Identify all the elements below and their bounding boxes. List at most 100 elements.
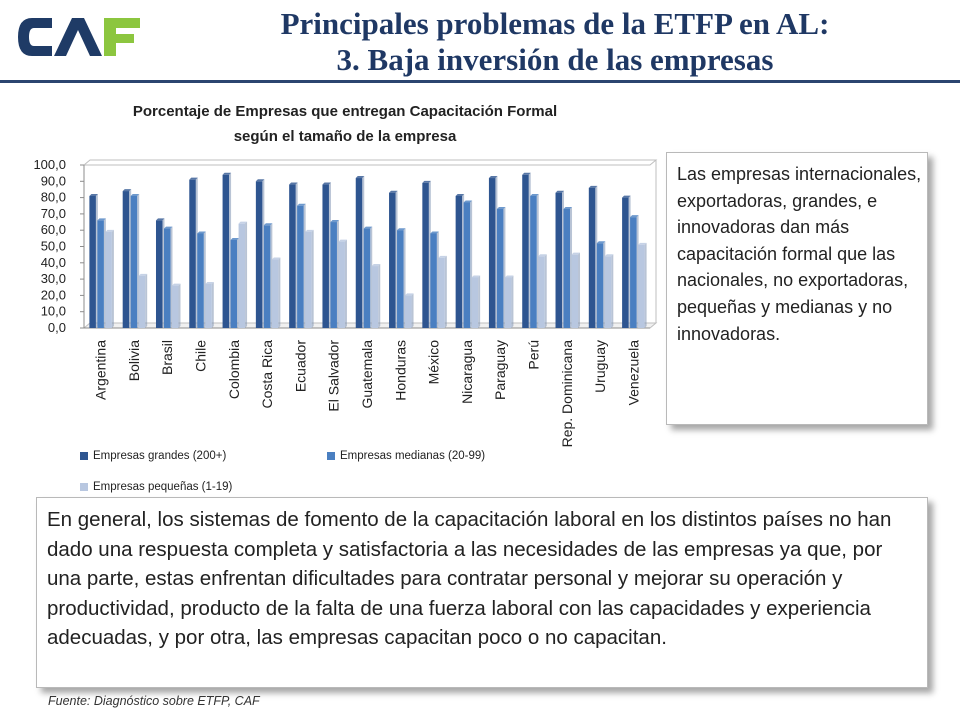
summary-text: En general, los sistemas de fomento de l… — [47, 508, 892, 649]
bar-top-face — [338, 239, 347, 242]
bar-top-face — [538, 254, 547, 257]
bar-top-face — [596, 241, 606, 244]
bar-top-face — [130, 193, 140, 196]
bar-chart: 100,090,0 80,070,060,0 50,040,030,020,0 10,… — [33, 157, 658, 448]
bar — [522, 174, 529, 328]
x-tick-label: Paraguay — [492, 340, 508, 400]
y-tick-label: 70,0 — [41, 206, 66, 221]
bar-top-face — [638, 242, 647, 245]
bar — [588, 187, 596, 328]
bar-top-face — [255, 179, 265, 182]
bar-depth-face — [611, 254, 614, 328]
chart-title-line-1: Porcentaje de Empresas que entregan Capa… — [132, 103, 558, 120]
bar — [422, 182, 429, 328]
x-tick-label: Guatemala — [359, 340, 375, 409]
bar-top-face — [463, 200, 473, 203]
legend-swatch-small — [80, 483, 88, 491]
bar — [471, 277, 479, 328]
caf-logo-graphic — [18, 18, 140, 56]
y-tick-label: 20,0 — [41, 287, 66, 302]
bar — [322, 184, 329, 328]
title-line-2: 3. Baja inversión de las empresas — [336, 42, 774, 77]
bar — [455, 195, 463, 328]
bar — [189, 179, 196, 328]
bar — [397, 230, 404, 328]
bar-top-face — [555, 190, 565, 193]
y-tick-label: 50,0 — [41, 239, 66, 254]
bar-top-face — [171, 283, 181, 286]
bar — [563, 209, 571, 328]
bar-depth-face — [378, 264, 381, 328]
bar — [488, 178, 496, 328]
caf-logo — [8, 6, 144, 68]
bar-top-face — [488, 176, 498, 179]
bar — [89, 195, 96, 328]
bar-top-face — [205, 281, 214, 284]
x-tick-label: Costa Rica — [259, 340, 275, 409]
bar — [97, 220, 104, 328]
x-tick-label: México — [426, 340, 442, 385]
bar — [638, 244, 645, 328]
bar — [389, 192, 396, 328]
y-tick-label: 0,0 — [48, 320, 66, 335]
bar — [630, 217, 637, 328]
side-note-text: Las empresas internacionales, exportador… — [677, 164, 922, 344]
bar-top-face — [363, 226, 373, 229]
bar — [205, 283, 212, 328]
bar-top-face — [622, 195, 631, 198]
plot-wall-top — [82, 159, 658, 166]
x-tick-label: El Salvador — [326, 340, 342, 412]
bar-depth-face — [111, 229, 114, 328]
bar — [596, 243, 604, 328]
x-tick-label: Bolivia — [126, 340, 142, 381]
bar — [305, 231, 312, 328]
bar-top-face — [422, 180, 431, 183]
bar — [405, 295, 412, 328]
bar — [496, 209, 504, 328]
bar-depth-face — [578, 252, 581, 328]
bar — [330, 222, 337, 328]
x-tick-label: Perú — [525, 340, 541, 370]
header-divider — [0, 80, 960, 83]
bar-top-face — [504, 275, 514, 278]
bar-top-face — [155, 218, 165, 221]
bar-depth-face — [211, 281, 214, 328]
y-tick-label: 40,0 — [41, 255, 66, 270]
y-tick-label: 30,0 — [41, 271, 66, 286]
bar-top-face — [163, 226, 173, 229]
bar — [222, 174, 230, 328]
bar-top-face — [97, 218, 106, 221]
bar-depth-face — [245, 221, 248, 328]
bar-top-face — [330, 220, 339, 223]
bar-depth-face — [278, 257, 281, 328]
bar-top-face — [430, 231, 439, 234]
x-tick-label: Nicaragua — [459, 340, 475, 404]
bar — [571, 254, 579, 328]
bar-top-face — [289, 182, 298, 185]
bar — [238, 223, 246, 328]
bar-depth-face — [178, 283, 181, 328]
x-tick-label: Rep. Dominicana — [559, 340, 575, 448]
bar — [171, 285, 179, 328]
bar-top-face — [563, 207, 573, 210]
bar — [463, 202, 471, 328]
bar-top-face — [471, 275, 481, 278]
bar-top-face — [371, 264, 381, 267]
x-tick-label: Brasil — [159, 340, 175, 375]
bar-depth-face — [644, 242, 647, 328]
bar — [105, 231, 112, 328]
summary-box: En general, los sistemas de fomento de l… — [36, 497, 928, 688]
bar — [504, 277, 512, 328]
bar-top-face — [105, 229, 114, 232]
bar-top-face — [588, 185, 598, 188]
bar — [130, 195, 138, 328]
bar-top-face — [438, 255, 447, 258]
bar-depth-face — [311, 229, 314, 328]
legend-swatch-large — [80, 452, 88, 460]
bar — [530, 195, 537, 328]
bar-depth-face — [411, 293, 414, 328]
bar — [355, 178, 363, 328]
bar — [338, 241, 345, 328]
y-tick-label: 60,0 — [41, 222, 66, 237]
legend-item-large: Empresas grandes (200+) — [80, 450, 226, 462]
